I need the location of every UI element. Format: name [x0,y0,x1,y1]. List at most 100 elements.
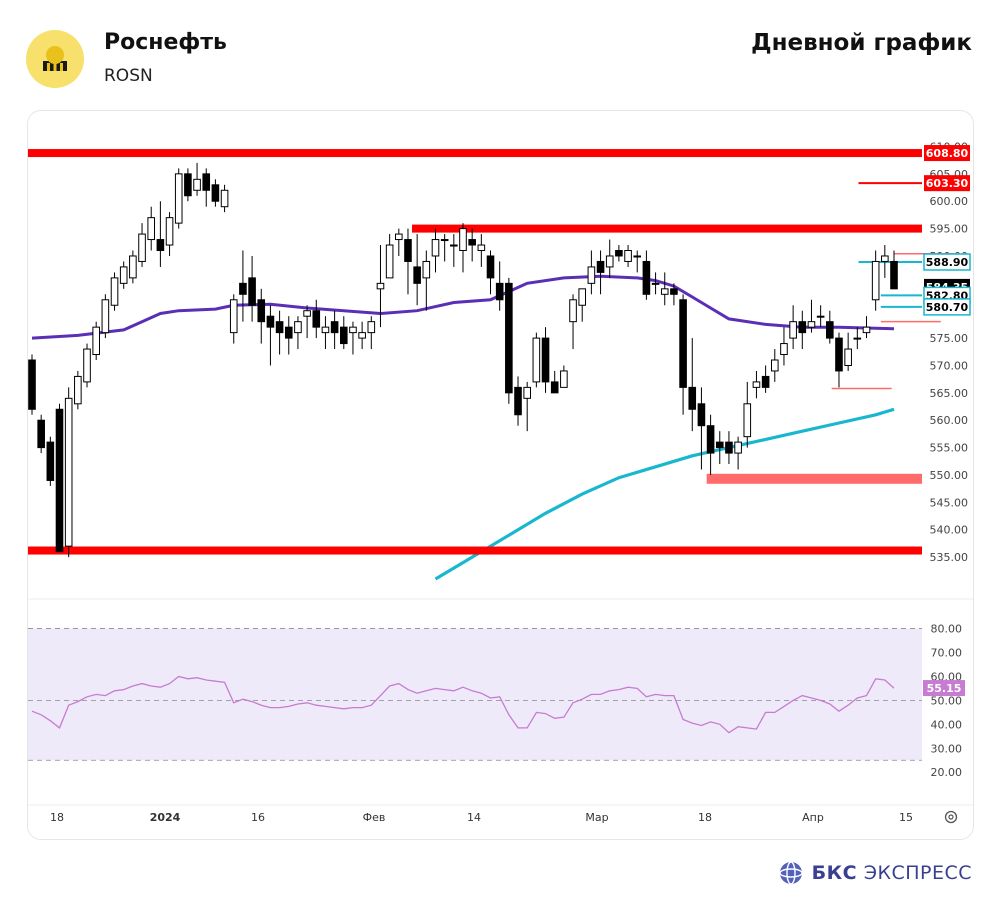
price-tick-label: 570.00 [930,359,969,372]
levels-layer [28,149,955,555]
candle-body [294,321,302,334]
candle-body [706,425,715,454]
candle-body [431,239,440,257]
chart-kind-title: Дневной график [751,30,972,56]
candle-body [275,321,284,334]
candle-body [587,266,596,284]
candle-body [541,337,550,383]
candle-body [789,321,797,339]
candle-body [780,343,788,356]
price-tick-label: 545.00 [930,496,969,509]
candle-body [495,282,504,301]
candle-body [853,337,862,340]
time-axis-label: 15 [899,811,913,824]
candle-body [64,397,73,547]
level-label: 603.30 [926,177,969,190]
level-band [706,473,922,484]
rsi-tick-label: 80.00 [931,623,963,636]
candle-body [844,348,852,366]
price-tick-label: 600.00 [930,195,969,208]
ma-cyan-line [434,407,895,581]
company-name: Роснефть [104,30,227,55]
candle-body [110,277,119,306]
rsi-tick-label: 70.00 [931,647,963,660]
candle-body [477,244,486,251]
candle-body [422,260,431,279]
price-chart[interactable]: 20.0030.0040.0050.0060.0070.0080.0055.15… [28,111,973,839]
settings-icon[interactable] [944,810,958,824]
rsi-current-badge [923,680,965,697]
candle-body [229,299,238,334]
candle-body [660,288,669,295]
brand-name-bold: БКС [811,862,858,884]
candle-body [239,282,247,295]
candle-body [92,326,100,356]
candle-body [798,321,807,334]
rosneft-logo-icon [26,30,84,88]
candle-body [550,381,559,394]
candle-body [770,359,779,372]
candle-body [321,326,330,334]
candle-body [83,348,91,383]
price-tick-label: 565.00 [930,387,969,400]
candle-body [349,326,357,334]
time-axis-label: 14 [467,811,481,824]
level-badge [924,145,970,162]
level-label: 588.90 [926,256,969,269]
candle-body [862,326,871,334]
candle-body [532,337,541,383]
candle-body [266,315,275,328]
candle-body [615,250,623,257]
candle-body [816,315,825,318]
candle-body [569,299,577,323]
candle-body [807,321,816,328]
candle-body [129,255,137,279]
candle-body [74,375,82,405]
brand-name-rest: ЭКСПРЕСС [863,862,972,884]
candle-body [505,282,513,394]
price-tick-label: 550.00 [930,469,969,482]
candle-body [46,441,55,481]
candle-body [440,239,449,242]
candle-body [339,326,348,345]
candle-body [826,321,834,339]
candle-body [184,173,192,197]
time-axis-label: 2024 [150,811,181,824]
candle-body [248,277,256,306]
candle-body [651,282,660,285]
price-tick-label: 595.00 [930,223,969,236]
candle-body [138,233,146,262]
candle-body [835,337,843,372]
candles-layer [28,162,898,558]
candle-body [330,321,339,334]
candle-body [523,386,531,399]
candle-body [404,239,412,262]
level-line [28,149,922,158]
candle-body [486,255,495,279]
candle-body [743,403,752,438]
candle-body [119,266,128,284]
candle-body [715,441,724,449]
level-line [411,224,922,233]
rsi-tick-label: 30.00 [931,742,963,755]
candle-body [312,310,321,328]
candle-body [605,255,614,268]
candle-body [211,184,220,202]
candle-body [220,189,229,208]
ticker-code: ROSN [104,66,153,86]
rsi-tick-label: 40.00 [931,718,963,731]
candle-body [395,233,403,241]
rsi-current-label: 55.15 [927,682,962,695]
brand-footer: БКС ЭКСПРЕСС [778,860,972,886]
ma-purple-line [31,274,895,340]
chart-panel[interactable]: 20.00 30.00 40.00 50.00 60.00 70.00 80.00 55.15… [27,110,974,840]
rsi-tick-label: 20.00 [931,766,963,779]
level-badge [923,298,971,316]
candle-body [385,244,394,279]
ma-purple-layer [31,274,895,340]
rsi-band [28,628,922,761]
candle-body [514,386,522,416]
candle-body [174,173,183,224]
